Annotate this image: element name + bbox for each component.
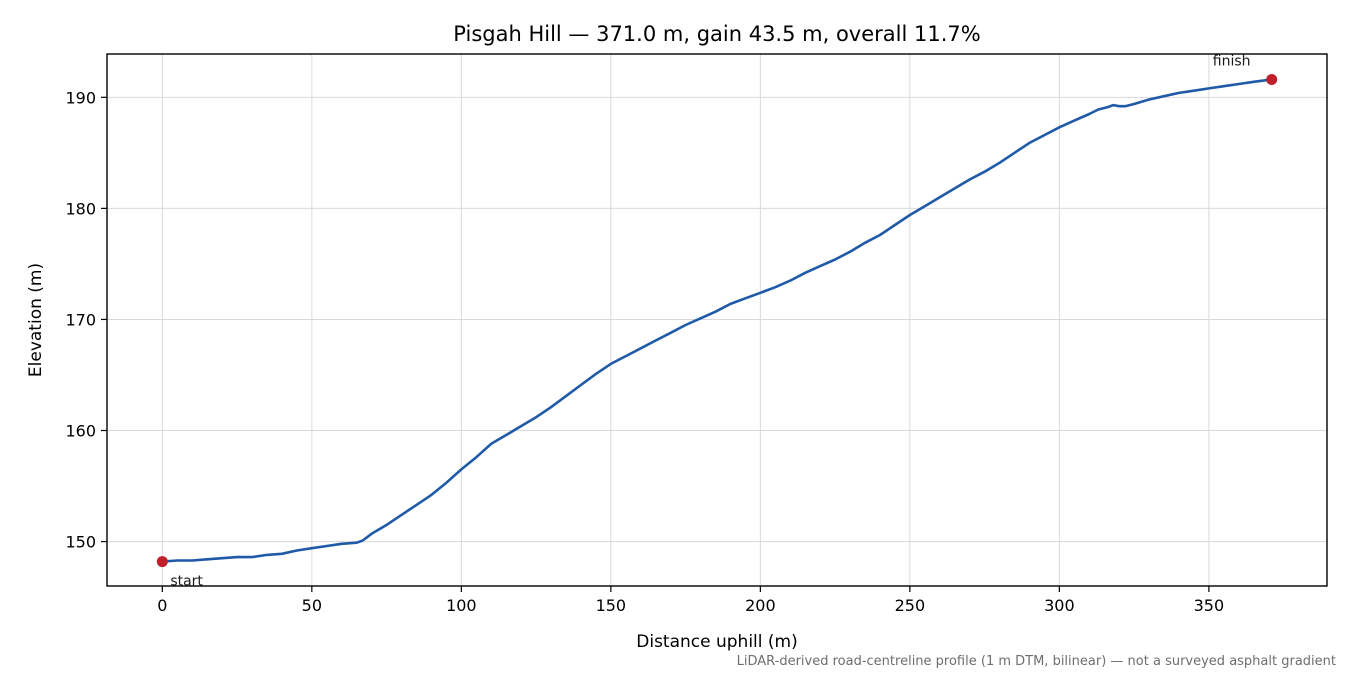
- y-tick-label: 190: [65, 88, 96, 107]
- y-tick-label: 150: [65, 533, 96, 552]
- x-tick-label: 0: [157, 596, 167, 615]
- x-axis-ticks: 0 50 100 150 200 250 300 350: [157, 586, 1224, 615]
- y-tick-label: 170: [65, 310, 96, 329]
- y-tick-label: 160: [65, 422, 96, 441]
- gridlines: [107, 54, 1327, 586]
- plot-frame: [106, 53, 1328, 587]
- x-tick-label: 300: [1044, 596, 1075, 615]
- x-tick-label: 100: [446, 596, 477, 615]
- x-tick-label: 150: [596, 596, 627, 615]
- finish-marker: [1266, 74, 1278, 86]
- y-axis-label: Elevation (m): [26, 263, 46, 377]
- chart-title: Pisgah Hill — 371.0 m, gain 43.5 m, over…: [453, 22, 980, 46]
- elevation-line: [161, 78, 1273, 563]
- x-tick-label: 350: [1194, 596, 1225, 615]
- finish-label: finish: [1213, 54, 1251, 70]
- y-axis-ticks: 150 160 170 180 190: [65, 88, 107, 552]
- x-axis-label: Distance uphill (m): [636, 632, 797, 652]
- y-tick-label: 180: [65, 199, 96, 218]
- x-tick-label: 250: [895, 596, 926, 615]
- start-marker: [156, 556, 168, 568]
- start-label: start: [170, 574, 203, 590]
- footnote: LiDAR-derived road-centreline profile (1…: [737, 654, 1336, 669]
- x-tick-label: 50: [302, 596, 322, 615]
- x-tick-label: 200: [745, 596, 776, 615]
